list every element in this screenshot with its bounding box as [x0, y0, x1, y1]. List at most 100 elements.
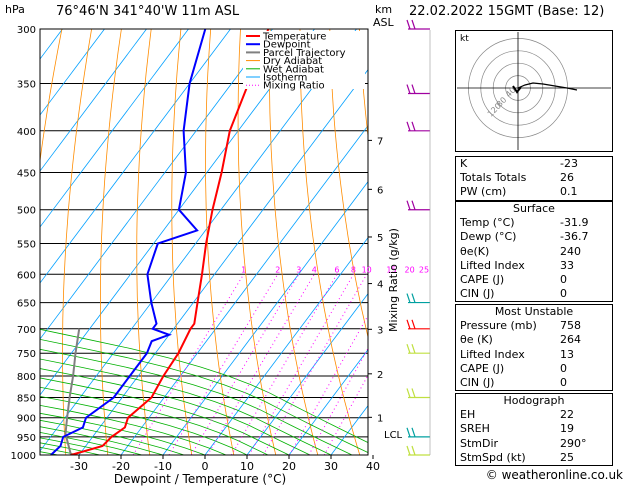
- surface-label: CIN (J): [460, 287, 495, 301]
- hodo-label: SREH: [460, 422, 490, 436]
- unstable-value: 264: [560, 333, 581, 347]
- pressure-tick-label: 500: [17, 206, 36, 217]
- wind-barb-flag: [406, 344, 411, 354]
- unstable-label: Lifted Index: [460, 347, 525, 361]
- dry-adiabat-line: [205, 29, 235, 455]
- dry-adiabat-line: [171, 29, 193, 455]
- hodograph-trace: [517, 82, 578, 91]
- mixing-ratio-label: 2: [275, 265, 280, 274]
- hodograph-unit: kt: [460, 34, 469, 44]
- km-tick-label: 4: [377, 280, 383, 291]
- hodo-value: 22: [560, 408, 574, 422]
- wind-barb-flag: [411, 427, 416, 438]
- mixing-ratio-line: [308, 347, 368, 455]
- legend-entry: Dry Adiabat: [263, 56, 322, 67]
- mixing-ratio-line: [262, 274, 368, 455]
- mixing-ratio-label: 15: [386, 265, 396, 274]
- wind-barb-flag: [411, 344, 416, 354]
- km-tick-label: 5: [377, 233, 383, 244]
- unstable-value: 758: [560, 319, 581, 333]
- unstable-value: 13: [560, 347, 574, 361]
- indices-table: K -23 Totals Totals 26 PW (cm) 0.1: [455, 156, 613, 201]
- unstable-row: Pressure (mb) 758: [456, 319, 612, 333]
- wet-adiabat-line: [40, 377, 290, 455]
- surface-value: 33: [560, 258, 574, 272]
- surface-row: CAPE (J) 0: [456, 273, 612, 287]
- wind-barb-flag: [411, 388, 416, 398]
- wet-adiabat-line: [40, 386, 269, 455]
- legend-entry: Isotherm: [263, 73, 307, 84]
- index-label: Totals Totals: [460, 171, 527, 185]
- temperature-tick-label: 0: [202, 460, 209, 473]
- wind-barb-flag: [411, 19, 416, 30]
- unstable-label: Pressure (mb): [460, 319, 537, 333]
- km-tick-label: 6: [377, 185, 383, 196]
- pressure-tick-label: 1000: [11, 451, 36, 462]
- isotherm-line: [120, 125, 368, 455]
- surface-label: CAPE (J): [460, 272, 505, 286]
- plot-frame: [39, 28, 369, 456]
- hodo-row: StmSpd (kt) 25: [456, 451, 612, 465]
- surface-label: θe(K): [460, 244, 490, 258]
- dry-adiabat-line: [62, 29, 92, 455]
- surface-table: Surface Temp (°C) -31.9 Dewp (°C) -36.7 θe(K…: [455, 201, 613, 303]
- wind-barb-flag: [406, 19, 411, 30]
- dry-adiabat-line: [359, 29, 368, 140]
- wind-barb-flag: [411, 293, 416, 303]
- mixing-ratio-line: [207, 274, 315, 455]
- surface-label: Lifted Index: [460, 258, 525, 272]
- temperature-tick-label: 30: [324, 460, 338, 473]
- hodograph-table: Hodograph EH 22 SREH 19 StmDir 290° StmSpd (kt…: [455, 393, 613, 466]
- pressure-tick-label: 750: [17, 349, 36, 360]
- dewpoint-line: [50, 29, 207, 455]
- km-tick-label: 7: [377, 136, 383, 147]
- unstable-row: CAPE (J) 0: [456, 362, 612, 376]
- hodo-value: 19: [560, 422, 574, 436]
- hodo-label: StmDir: [460, 436, 499, 450]
- unstable-label: θe (K): [460, 333, 493, 347]
- unstable-row: CIN (J) 0: [456, 376, 612, 390]
- mixing-ratio-label: 10: [362, 265, 372, 274]
- wet-adiabat-line: [40, 368, 311, 455]
- wind-barb-flag: [406, 200, 411, 210]
- mixing-ratio-label: 6: [334, 265, 339, 274]
- unstable-row: θe (K) 264: [456, 333, 612, 347]
- hodo-value: 290°: [560, 436, 587, 450]
- isotherm-line: [40, 29, 357, 452]
- dry-adiabat-line: [329, 29, 368, 339]
- storm-motion-marker: [512, 85, 522, 94]
- wind-barb-flag: [406, 293, 411, 303]
- wind-barb-flag: [406, 84, 411, 94]
- mixing-ratio-label: 4: [312, 265, 317, 274]
- most-unstable-title: Most Unstable: [494, 305, 574, 318]
- legend-entry: Temperature: [262, 32, 326, 43]
- isotherm-line: [40, 29, 105, 116]
- mixing-ratio-label: 25: [419, 265, 429, 274]
- wet-adiabat-line: [40, 395, 248, 455]
- surface-row: CIN (J) 0: [456, 287, 612, 301]
- wind-barb-flag: [411, 121, 416, 131]
- hodograph-title: Hodograph: [503, 394, 565, 407]
- isotherm-line: [40, 29, 273, 340]
- surface-row: Temp (°C) -31.9: [456, 216, 612, 230]
- surface-value: 0: [560, 287, 567, 301]
- wet-adiabat-line: [40, 338, 368, 454]
- legend-entry: Wet Adiabat: [263, 64, 324, 75]
- temperature-tick-label: 40: [366, 460, 380, 473]
- dry-adiabat-line: [0, 29, 2, 455]
- surface-row: Lifted Index 33: [456, 259, 612, 273]
- isotherm-line: [162, 181, 368, 455]
- pressure-tick-label: 600: [17, 270, 36, 281]
- pressure-tick-label: 400: [17, 127, 36, 138]
- x-axis-label: Dewpoint / Temperature (°C): [114, 472, 286, 486]
- wind-barb-flag: [406, 319, 411, 329]
- mixing-ratio-label: 8: [351, 265, 356, 274]
- pressure-tick-label: 300: [17, 25, 36, 36]
- hodo-row: EH 22: [456, 408, 612, 422]
- mixing-ratio-line: [190, 274, 300, 455]
- index-label: PW (cm): [460, 185, 507, 199]
- hodo-label: EH: [460, 408, 476, 422]
- surface-value: 0: [560, 272, 567, 286]
